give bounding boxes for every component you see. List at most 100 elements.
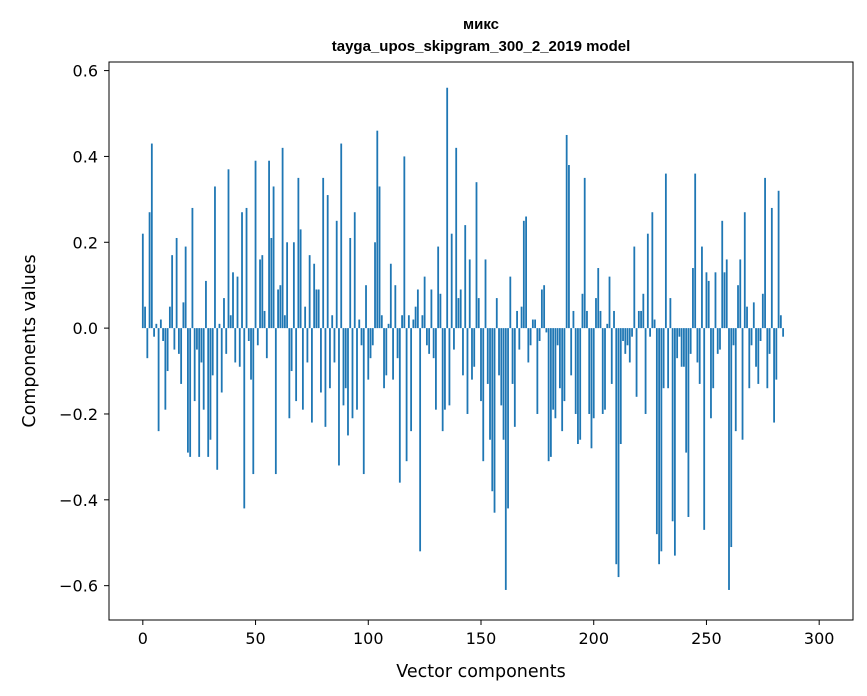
bar	[540, 289, 543, 329]
bar	[748, 328, 751, 389]
bar	[685, 328, 688, 453]
bar	[581, 293, 584, 329]
bar	[175, 237, 178, 329]
bar	[223, 298, 225, 329]
bar	[730, 328, 733, 548]
bar	[403, 156, 406, 329]
bar	[554, 328, 557, 419]
bar	[705, 272, 708, 329]
bar	[536, 328, 539, 414]
bar	[588, 328, 591, 414]
bar	[624, 328, 627, 354]
x-tick-label: 250	[691, 629, 722, 648]
bar	[311, 328, 313, 423]
bar	[432, 328, 435, 359]
bar	[694, 173, 697, 329]
bar	[601, 328, 604, 414]
bar	[719, 328, 721, 350]
bar	[782, 328, 785, 337]
bar	[592, 328, 595, 419]
bar	[398, 328, 401, 483]
bar	[214, 186, 216, 329]
bar	[491, 328, 494, 492]
bar	[320, 328, 322, 393]
bar	[220, 328, 223, 393]
bar	[712, 328, 715, 389]
bar	[380, 315, 383, 329]
bar	[716, 328, 719, 354]
bar	[292, 242, 295, 329]
bar	[613, 310, 615, 329]
bar	[263, 310, 266, 329]
bar	[245, 207, 248, 329]
bar	[374, 242, 376, 329]
bar	[761, 293, 764, 329]
bar	[764, 177, 766, 329]
bar	[547, 328, 550, 462]
bar	[144, 306, 146, 329]
bar	[606, 323, 609, 329]
y-axis-ticks: −0.6 −0.4 −0.2 0.0 0.2 0.4 0.6	[59, 62, 109, 596]
bar	[405, 328, 408, 462]
bar	[570, 328, 573, 376]
bar	[617, 328, 620, 578]
bar	[504, 328, 507, 590]
bar	[577, 328, 579, 445]
bar	[371, 328, 374, 346]
bar	[141, 233, 144, 329]
bar	[252, 328, 255, 475]
y-tick-label: 0.4	[73, 147, 98, 166]
bar	[360, 328, 363, 346]
bar	[473, 328, 476, 367]
bar	[518, 328, 521, 350]
bar	[265, 328, 268, 359]
bar	[335, 220, 338, 329]
bar	[701, 246, 703, 329]
bar	[299, 229, 302, 329]
bar	[525, 216, 527, 329]
bar	[177, 328, 180, 354]
bar	[642, 293, 645, 329]
bar	[356, 328, 358, 410]
bar	[146, 328, 149, 359]
bar	[664, 173, 667, 329]
bar	[482, 328, 485, 462]
bar	[757, 328, 760, 384]
bar	[209, 328, 212, 440]
bar	[737, 285, 739, 329]
bar	[367, 328, 370, 380]
bar	[696, 328, 699, 363]
bar	[477, 298, 480, 329]
bar	[579, 328, 582, 440]
bar	[728, 328, 730, 590]
bar	[396, 328, 399, 359]
bar	[241, 212, 243, 329]
y-tick-label: 0.2	[73, 233, 98, 252]
bar	[680, 328, 683, 367]
bar	[441, 328, 444, 432]
bar	[229, 315, 232, 329]
bar	[698, 328, 701, 384]
bar	[446, 87, 449, 329]
bar	[750, 328, 753, 346]
bar	[148, 212, 151, 329]
bar	[545, 328, 548, 333]
bar	[173, 328, 176, 350]
y-tick-label: −0.4	[59, 491, 98, 510]
bar	[256, 328, 259, 346]
bar	[520, 306, 523, 329]
bar	[669, 298, 672, 329]
bar	[599, 310, 602, 329]
bar	[678, 328, 681, 337]
bar	[559, 328, 561, 389]
bar	[480, 328, 482, 402]
bar	[439, 293, 442, 329]
bar	[407, 315, 410, 329]
bar	[218, 323, 221, 329]
bar	[274, 328, 277, 475]
bar	[583, 177, 586, 329]
chart-subtitle: tayga_upos_skipgram_300_2_2019 model	[332, 38, 631, 55]
bar	[462, 328, 464, 376]
bar	[164, 328, 167, 410]
bar	[468, 259, 471, 329]
